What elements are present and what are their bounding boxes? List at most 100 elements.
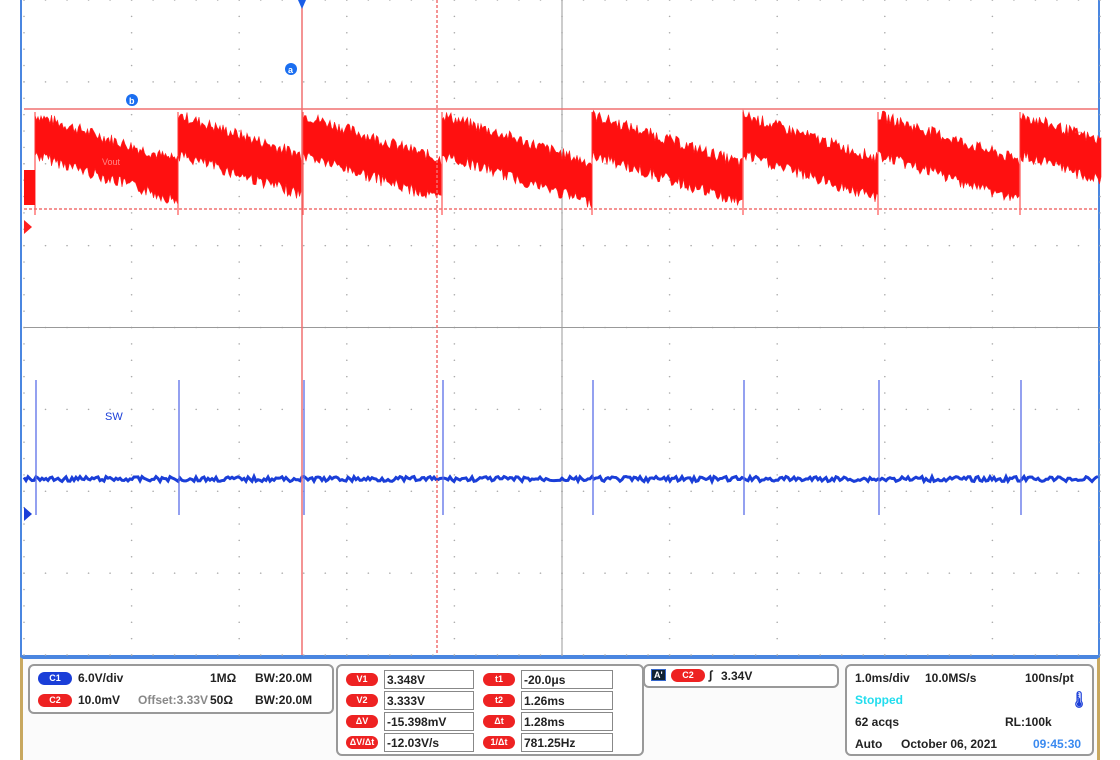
grid-dot (195, 244, 197, 247)
grid-dot (44, 654, 47, 656)
grid-dot (346, 293, 348, 296)
grid-dot (884, 81, 886, 83)
grid-dot (346, 0, 348, 1)
grid-dot (281, 490, 284, 493)
grid-dot (1099, 621, 1101, 624)
c1-badge[interactable]: C1 (38, 672, 72, 685)
grid-dot (346, 408, 348, 411)
vout-trace-segment (302, 113, 442, 199)
grid-dot (259, 0, 262, 1)
grid-dot (991, 375, 994, 378)
grid-dot (173, 408, 176, 411)
grid-dot (948, 572, 951, 574)
grid-dot (668, 0, 671, 1)
grid-dot (647, 490, 649, 493)
grid-dot (23, 523, 25, 525)
grid-dot (884, 441, 886, 443)
channel-settings[interactable]: C1 6.0V/div 1MΩ BW:20.0M C2 10.0mV Offse… (28, 664, 334, 714)
grid-dot (1013, 572, 1015, 574)
grid-dot (991, 130, 994, 132)
grid-dot (324, 490, 327, 493)
grid-dot (668, 506, 671, 509)
grid-dot (884, 605, 886, 607)
grid-dot (130, 261, 133, 263)
grid-dot (991, 15, 994, 18)
grid-dot (130, 64, 133, 67)
grid-dot (991, 81, 994, 83)
waveform-display[interactable]: Vout SW a b ← (20, 0, 1102, 657)
grid-dot (604, 81, 606, 83)
grid-dot (668, 64, 671, 67)
grid-dot (647, 244, 649, 247)
grid-dot (1099, 637, 1101, 640)
grid-dot (87, 572, 90, 574)
grid-dot (87, 244, 90, 247)
grid-dot (453, 97, 456, 100)
grid-dot (1099, 293, 1101, 296)
grid-dot (453, 605, 456, 607)
grid-dot (173, 244, 176, 247)
grid-dot (1034, 654, 1037, 656)
acq-state[interactable]: Stopped (855, 693, 903, 707)
grid-dot (173, 654, 176, 656)
grid-dot (152, 0, 154, 1)
grid-dot (389, 0, 391, 1)
grid-dot (884, 261, 886, 263)
grid-dot (518, 244, 520, 247)
grid-dot (776, 539, 778, 542)
grid-dot (109, 244, 111, 247)
grid-dot (238, 572, 240, 574)
grid-dot (991, 31, 994, 34)
grid-dot (238, 15, 240, 18)
grid-dot (668, 523, 671, 525)
grid-dot (23, 31, 25, 34)
grid-dot (647, 0, 649, 1)
grid-dot (130, 408, 133, 411)
grid-dot (733, 81, 735, 83)
grid-dot (453, 375, 456, 378)
grid-dot (44, 490, 47, 493)
grid-dot (1099, 343, 1101, 345)
grid-dot (23, 621, 25, 624)
grid-dot (884, 555, 886, 558)
grid-dot (948, 408, 951, 411)
grid-dot (604, 654, 606, 656)
grid-dot (991, 539, 994, 542)
grid-dot (1099, 654, 1101, 656)
grid-dot (238, 195, 240, 198)
grid-dot (453, 244, 456, 247)
grid-dot (991, 113, 994, 116)
grid-dot (582, 408, 585, 411)
grid-dot (905, 81, 908, 83)
grid-dot (776, 555, 778, 558)
grid-dot (776, 293, 778, 296)
c1-bw: BW:20.0M (255, 671, 313, 685)
grid-dot (346, 195, 348, 198)
grid-dot (668, 621, 671, 624)
grid-dot (927, 408, 929, 411)
vout-trace-segment (441, 112, 593, 210)
grid-dot (23, 392, 25, 394)
grid-dot (346, 637, 348, 640)
grid-dot (604, 572, 606, 574)
grid-dot (797, 408, 800, 411)
c2-badge[interactable]: C2 (38, 694, 72, 707)
grid-dot (625, 81, 628, 83)
grid-dot (238, 228, 240, 231)
grid-dot (216, 0, 219, 1)
grid-dot (195, 572, 197, 574)
acq-count: 62 acqs (855, 715, 900, 729)
trigger-settings[interactable]: A' C2 ∫ 3.34V (643, 664, 839, 688)
grid-dot (1034, 0, 1037, 1)
grid-dot (668, 195, 671, 198)
grid-dot (1099, 572, 1101, 574)
grid-dot (625, 490, 628, 493)
grid-dot (152, 81, 154, 83)
grid-dot (410, 244, 413, 247)
grid-dot (130, 244, 133, 247)
grid-dot (346, 228, 348, 231)
grid-dot (130, 621, 133, 624)
grid-dot (216, 244, 219, 247)
grid-dot (991, 490, 994, 493)
grid-dot (991, 277, 994, 280)
